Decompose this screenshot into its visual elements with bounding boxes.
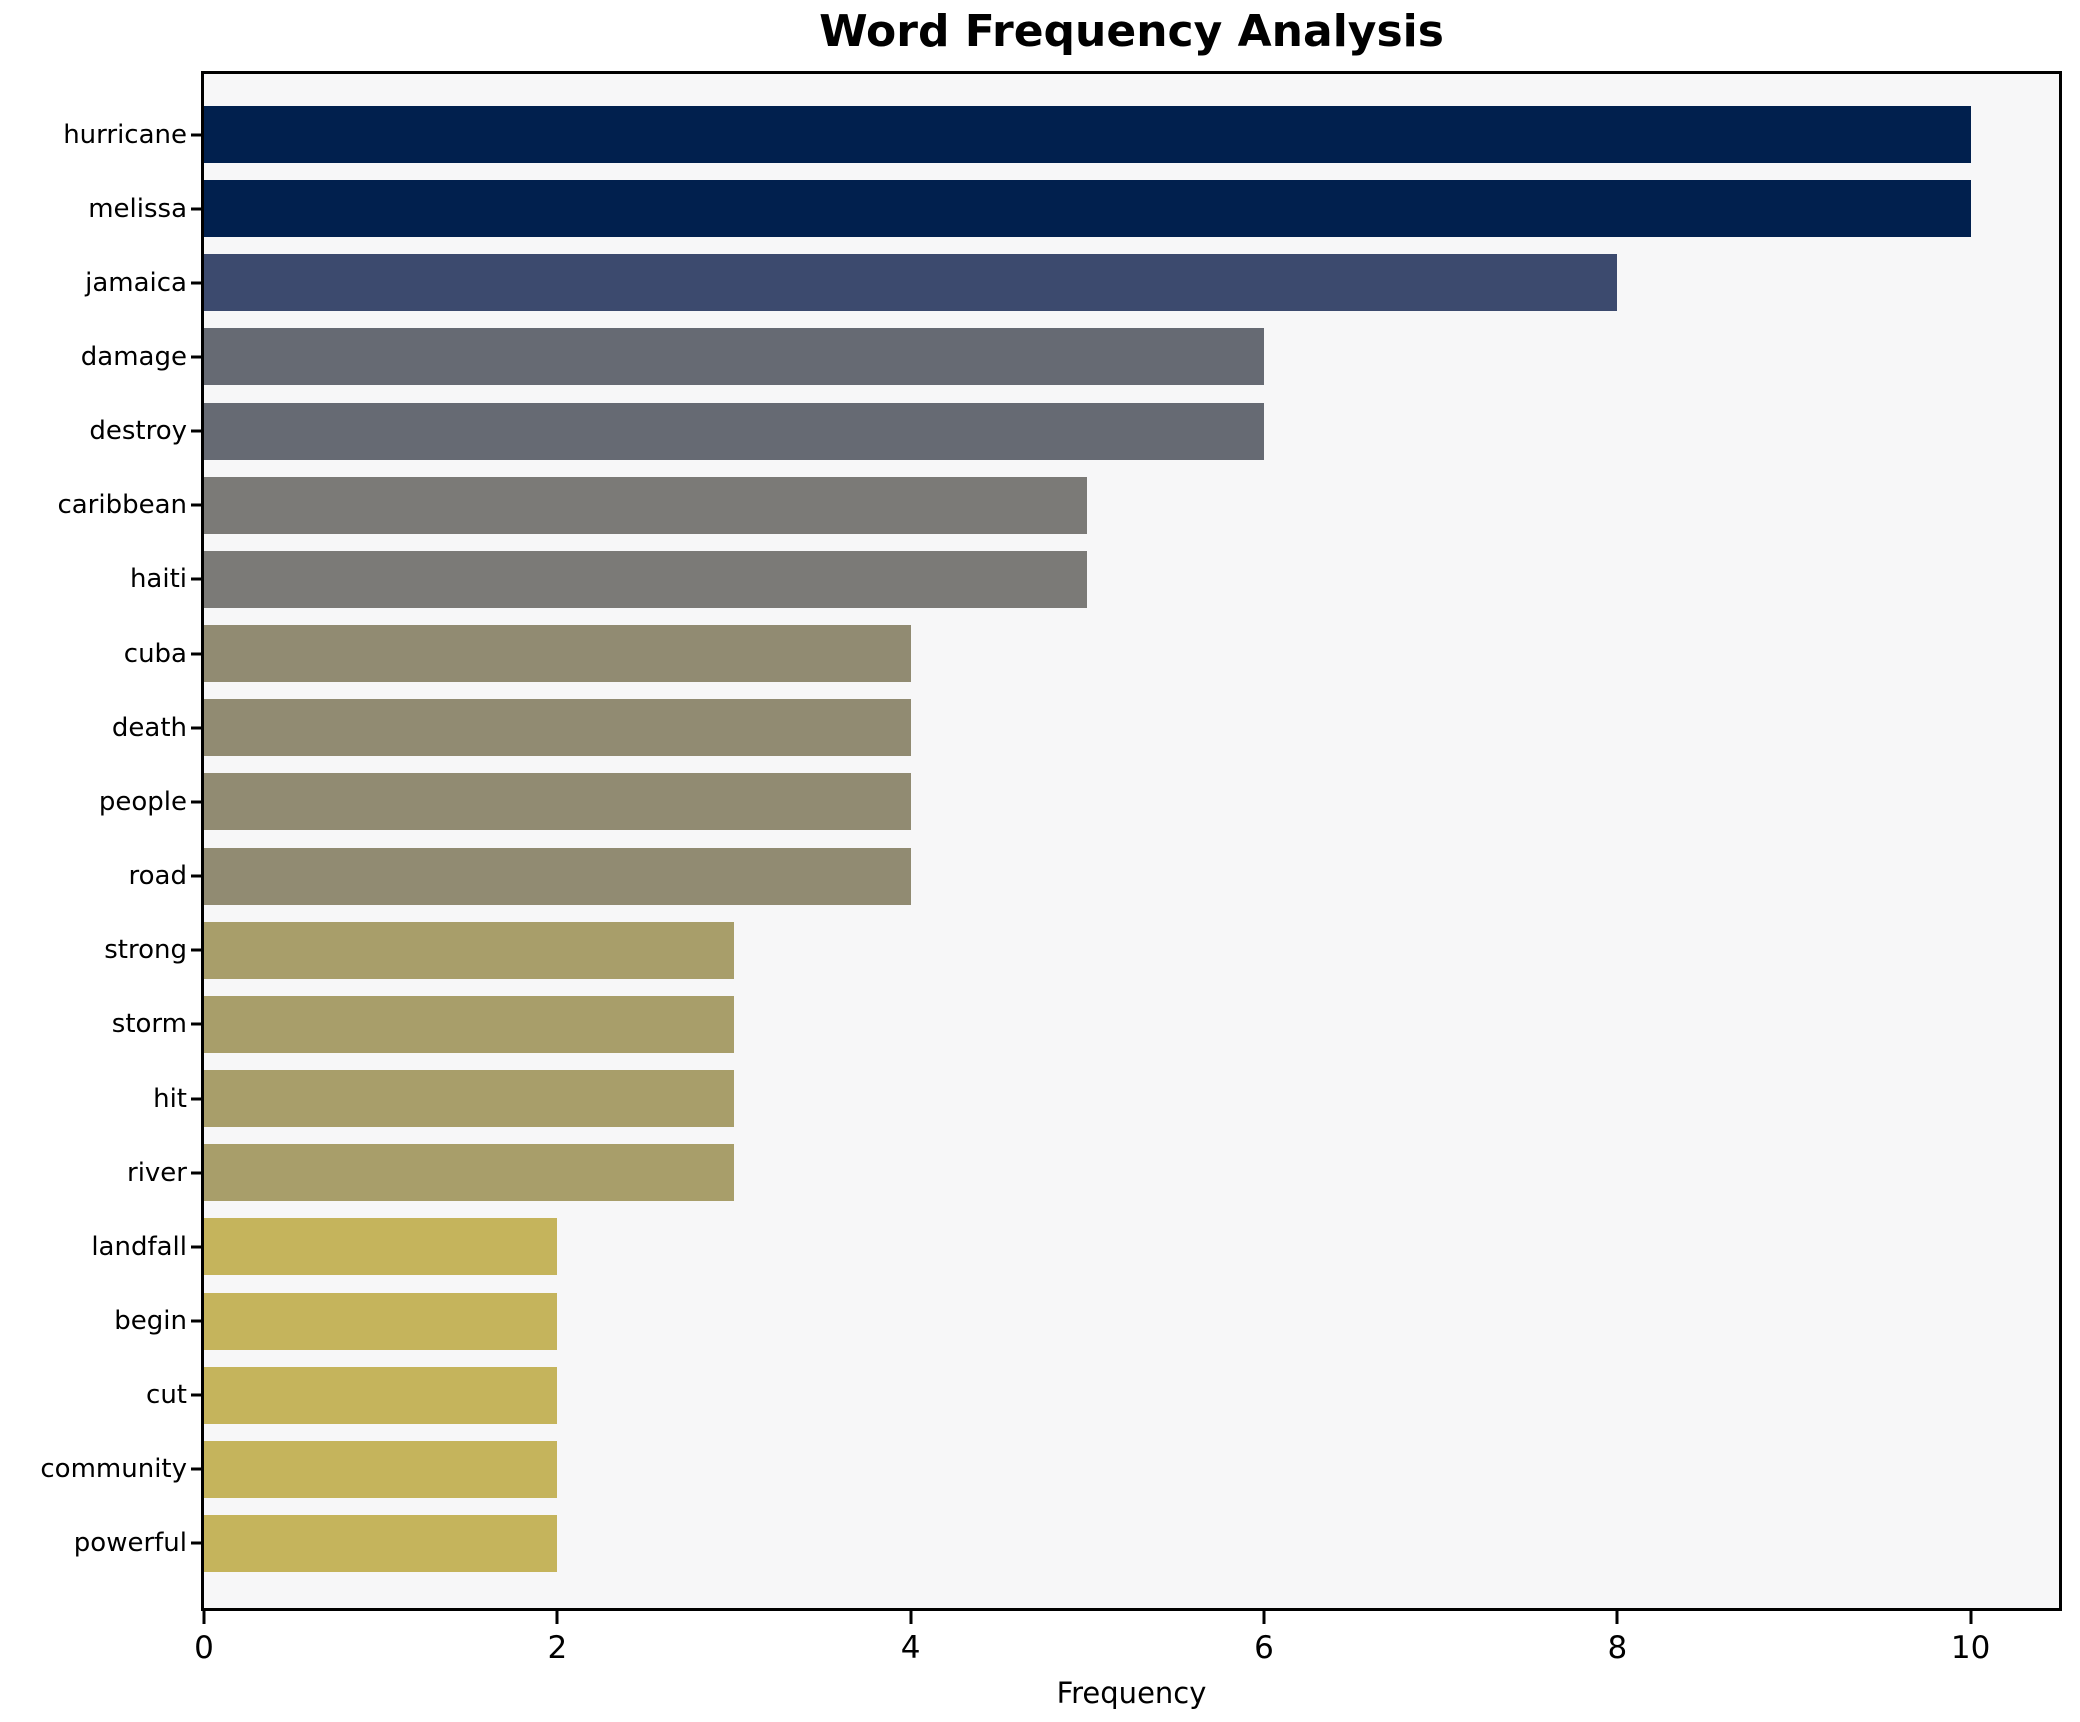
bar-row: road	[129, 847, 2059, 905]
bar	[204, 1292, 558, 1350]
bar-row: caribbean	[57, 476, 2059, 534]
y-tick-label: landfall	[91, 1231, 187, 1262]
y-tick-mark	[191, 503, 201, 507]
bar	[204, 1366, 558, 1424]
x-tick-mark	[909, 1611, 913, 1624]
chart-title: Word Frequency Analysis	[819, 6, 1444, 57]
bar	[204, 847, 911, 905]
bar	[204, 1218, 558, 1276]
y-tick-label: haiti	[129, 564, 187, 595]
bar-row: cuba	[124, 625, 2059, 683]
y-tick-label: cuba	[123, 638, 187, 669]
bar-row: death	[112, 699, 2059, 757]
x-tick-label: 2	[547, 1630, 568, 1666]
y-tick-mark	[191, 726, 201, 730]
bar	[204, 921, 734, 979]
x-tick-label: 10	[1950, 1630, 1991, 1666]
bar	[204, 328, 1264, 386]
y-tick-label: river	[127, 1157, 187, 1188]
y-tick-label: jamaica	[85, 267, 187, 298]
bar-row: river	[127, 1144, 2059, 1202]
y-tick-label: death	[111, 712, 187, 743]
bar-row: people	[99, 773, 2059, 831]
y-tick-mark	[191, 1022, 201, 1026]
y-tick-mark	[191, 1245, 201, 1249]
y-tick-mark	[191, 355, 201, 359]
bar	[204, 402, 1264, 460]
y-tick-label: destroy	[89, 416, 187, 447]
bar	[204, 106, 1971, 163]
bar	[204, 550, 1088, 608]
bar-row: landfall	[91, 1218, 2059, 1276]
y-tick-label: cut	[146, 1380, 187, 1411]
bar-row: storm	[112, 995, 2059, 1053]
x-tick-label: 6	[1254, 1630, 1274, 1666]
y-tick-mark	[191, 133, 201, 136]
y-tick-mark	[191, 1541, 201, 1545]
y-tick-mark	[191, 652, 201, 656]
y-tick-label: powerful	[73, 1528, 187, 1559]
y-tick-mark	[191, 281, 201, 285]
x-tick-mark	[555, 1611, 559, 1624]
y-tick-mark	[191, 1393, 201, 1397]
y-tick-mark	[191, 874, 201, 878]
bar-row: jamaica	[85, 254, 2059, 312]
bar	[204, 180, 1971, 238]
bars-container: hurricane melissa jamaica damage destroy cari…	[40, 106, 2059, 1572]
y-tick-label: caribbean	[57, 490, 187, 521]
y-tick-mark	[191, 1171, 201, 1175]
x-tick-label: 8	[1607, 1630, 1628, 1666]
y-tick-label: damage	[80, 341, 187, 372]
y-tick-label: hurricane	[63, 119, 187, 150]
bar	[204, 1514, 558, 1572]
x-tick-mark	[202, 1611, 206, 1624]
bar	[204, 1144, 734, 1202]
bar-row: begin	[114, 1292, 2059, 1350]
bar-row: destroy	[89, 402, 2059, 460]
x-tick-label: 0	[194, 1630, 214, 1666]
bar-row: melissa	[88, 180, 2059, 238]
bar	[204, 995, 734, 1053]
y-tick-label: begin	[114, 1306, 187, 1336]
y-tick-label: road	[128, 861, 187, 892]
bar-row: hurricane	[63, 106, 2059, 163]
x-axis-label: Frequency	[1056, 1676, 1207, 1710]
x-tick-mark	[1969, 1611, 1973, 1624]
bar-row: cut	[146, 1366, 2059, 1424]
bar	[204, 254, 1618, 312]
bar-row: hit	[153, 1070, 2059, 1128]
bar-row: haiti	[130, 550, 2059, 608]
y-tick-mark	[191, 1467, 201, 1471]
y-tick-label: storm	[111, 1009, 187, 1040]
y-tick-mark	[191, 429, 201, 433]
bar	[204, 476, 1088, 534]
y-tick-mark	[191, 207, 201, 211]
y-tick-mark	[191, 1097, 201, 1101]
y-tick-mark	[191, 577, 201, 581]
y-tick-label: community	[40, 1454, 187, 1485]
bar	[204, 625, 911, 683]
y-tick-mark	[191, 1319, 201, 1323]
y-tick-label: hit	[153, 1083, 187, 1114]
bar-row: community	[40, 1440, 2059, 1498]
x-tick-mark	[1615, 1611, 1619, 1624]
y-tick-label: melissa	[88, 193, 187, 224]
x-tick-label: 4	[900, 1630, 921, 1666]
plot-area: hurricane melissa jamaica damage destroy cari…	[40, 71, 2062, 1611]
bar	[204, 1440, 558, 1498]
bar	[204, 699, 911, 757]
bar	[204, 1070, 734, 1128]
y-tick-mark	[191, 800, 201, 804]
x-tick-mark	[1262, 1611, 1266, 1624]
bar	[204, 773, 911, 831]
y-tick-mark	[191, 948, 201, 952]
bar-row: damage	[81, 328, 2059, 386]
y-tick-label: strong	[104, 935, 187, 966]
bar-row: strong	[104, 921, 2059, 979]
bar-row: powerful	[74, 1514, 2059, 1572]
y-tick-label: people	[98, 786, 187, 817]
